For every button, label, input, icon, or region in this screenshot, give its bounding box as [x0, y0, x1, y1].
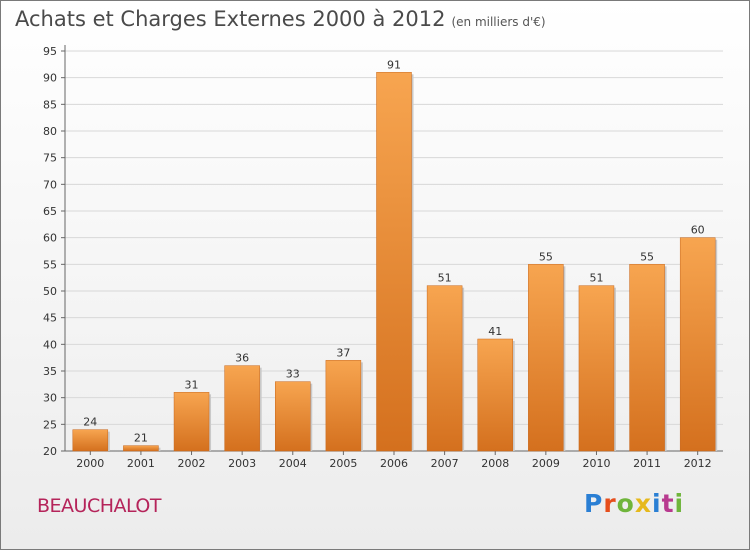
proxiti-logo: Proxiti [584, 489, 684, 518]
bar [224, 365, 260, 452]
x-tick-label: 2007 [431, 457, 459, 470]
y-tick-label: 85 [43, 98, 57, 111]
y-tick-label: 75 [43, 152, 57, 165]
bar [72, 429, 109, 452]
x-tick-label: 2008 [481, 457, 509, 470]
y-tick-label: 25 [43, 418, 57, 431]
x-tick-label: 2000 [76, 457, 104, 470]
logo-letter: i [674, 489, 685, 518]
chart-title: Achats et Charges Externes 2000 à 2012 (e… [15, 7, 546, 31]
bar [376, 72, 412, 452]
y-tick-label: 50 [43, 285, 57, 298]
y-tick-label: 60 [43, 232, 57, 245]
x-tick-label: 2003 [228, 457, 256, 470]
y-tick-label: 65 [43, 205, 57, 218]
bar [679, 237, 716, 452]
y-tick-label: 70 [43, 178, 57, 191]
bar-value-label: 21 [134, 432, 148, 445]
bar [578, 285, 615, 452]
bar-value-label: 60 [691, 224, 705, 237]
bar-value-label: 31 [185, 378, 199, 391]
x-tick-label: 2009 [532, 457, 560, 470]
y-tick-label: 55 [43, 258, 57, 271]
bars: 24 21 31 36 33 37 91 51 41 55 51 55 60 [72, 58, 718, 452]
logo-letter: o [616, 489, 635, 518]
x-tick-label: 2010 [582, 457, 610, 470]
x-tick-label: 2005 [329, 457, 357, 470]
bar-value-label: 55 [640, 250, 654, 263]
bar-value-label: 41 [488, 325, 502, 338]
bar-value-label: 51 [438, 272, 452, 285]
logo-letter: r [603, 489, 617, 518]
logo-letter: P [584, 489, 604, 518]
bar-value-label: 33 [286, 368, 300, 381]
bar [123, 445, 159, 452]
y-tick-label: 90 [43, 72, 57, 85]
bar [629, 264, 665, 452]
bar [173, 392, 210, 452]
bar [426, 285, 463, 452]
bar-value-label: 91 [387, 58, 401, 71]
bar-value-label: 36 [235, 352, 249, 365]
x-tick-label: 2002 [178, 457, 206, 470]
bar-value-label: 24 [83, 416, 97, 429]
y-tick-label: 20 [43, 445, 57, 458]
commune-name: BEAUCHALOT [37, 495, 161, 517]
bar [477, 338, 513, 452]
bar [528, 264, 564, 452]
x-tick-label: 2006 [380, 457, 408, 470]
y-tick-label: 40 [43, 338, 57, 351]
chart-title-text: Achats et Charges Externes 2000 à 2012 [15, 7, 446, 31]
y-tick-label: 30 [43, 392, 57, 405]
y-tick-label: 45 [43, 312, 57, 325]
bar-value-label: 51 [589, 272, 603, 285]
x-tick-label: 2001 [127, 457, 155, 470]
bar [325, 360, 362, 452]
unit-label: (en milliers d'€) [451, 15, 546, 29]
x-tick-label: 2011 [633, 457, 661, 470]
x-tick-label: 2004 [279, 457, 307, 470]
logo-letter: i [652, 489, 662, 518]
y-tick-label: 95 [43, 45, 57, 58]
y-tick-label: 35 [43, 365, 57, 378]
y-tick-label: 80 [43, 125, 57, 138]
logo-letter: t [661, 489, 675, 518]
bar-value-label: 55 [539, 250, 553, 263]
bar [275, 381, 311, 452]
logo-letter: x [634, 489, 652, 518]
x-tick-label: 2012 [684, 457, 712, 470]
bar-value-label: 37 [336, 346, 350, 359]
